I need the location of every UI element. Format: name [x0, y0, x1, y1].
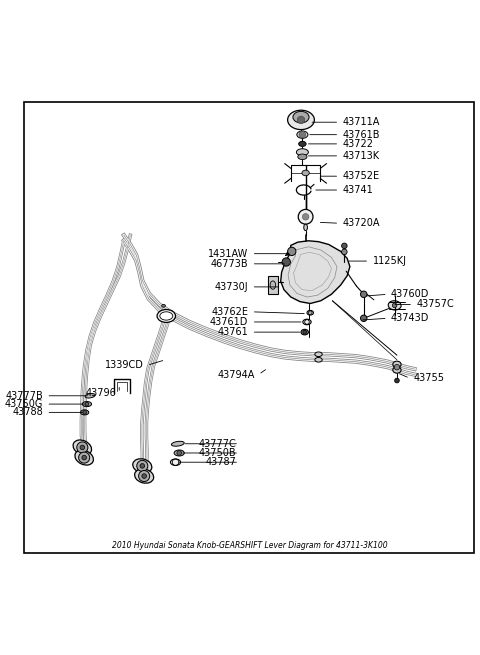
Ellipse shape: [299, 141, 306, 147]
Text: 46773B: 46773B: [211, 259, 249, 269]
Ellipse shape: [307, 310, 313, 315]
Circle shape: [137, 460, 148, 472]
Ellipse shape: [297, 131, 308, 138]
Text: 1339CD: 1339CD: [105, 360, 144, 370]
Circle shape: [394, 364, 400, 370]
Ellipse shape: [315, 352, 322, 356]
Text: 43741: 43741: [343, 185, 373, 195]
Circle shape: [142, 474, 146, 478]
Text: 43750B: 43750B: [198, 448, 236, 458]
Ellipse shape: [83, 402, 92, 407]
Ellipse shape: [302, 170, 309, 176]
Circle shape: [288, 247, 296, 255]
Text: 43752E: 43752E: [343, 171, 380, 181]
Circle shape: [360, 291, 367, 297]
Circle shape: [83, 411, 86, 414]
Ellipse shape: [393, 361, 401, 367]
Text: 43761B: 43761B: [343, 130, 380, 140]
Ellipse shape: [315, 358, 322, 362]
Circle shape: [77, 442, 88, 453]
Ellipse shape: [293, 111, 309, 123]
Circle shape: [392, 303, 397, 308]
Text: 43787: 43787: [205, 457, 236, 467]
Text: 1125KJ: 1125KJ: [372, 256, 407, 266]
Ellipse shape: [134, 469, 154, 483]
Circle shape: [85, 402, 89, 406]
Ellipse shape: [81, 410, 89, 415]
Text: 43722: 43722: [343, 139, 373, 149]
Circle shape: [298, 210, 313, 224]
Ellipse shape: [296, 149, 308, 156]
Text: 43788: 43788: [12, 407, 43, 417]
Ellipse shape: [85, 394, 95, 398]
Circle shape: [342, 243, 347, 249]
Circle shape: [79, 452, 90, 463]
FancyBboxPatch shape: [268, 276, 278, 294]
Ellipse shape: [303, 319, 311, 325]
Ellipse shape: [170, 459, 180, 466]
Text: 1431AW: 1431AW: [208, 249, 249, 259]
Ellipse shape: [393, 367, 401, 373]
Circle shape: [80, 445, 84, 450]
Text: 43796: 43796: [85, 388, 116, 398]
Text: 43762E: 43762E: [211, 307, 249, 317]
Text: 2010 Hyundai Sonata Knob-GEARSHIFT Lever Diagram for 43711-3K100: 2010 Hyundai Sonata Knob-GEARSHIFT Lever…: [111, 541, 387, 550]
Circle shape: [302, 214, 309, 220]
Text: 43743D: 43743D: [391, 313, 429, 324]
Text: 43760D: 43760D: [391, 290, 429, 299]
Ellipse shape: [301, 329, 308, 335]
Ellipse shape: [288, 110, 314, 130]
Text: 43761: 43761: [217, 327, 249, 337]
Text: 43713K: 43713K: [343, 151, 380, 161]
Ellipse shape: [388, 301, 401, 310]
Polygon shape: [281, 241, 350, 303]
Ellipse shape: [304, 224, 308, 231]
Text: 43730J: 43730J: [215, 282, 249, 292]
Circle shape: [140, 464, 144, 468]
Ellipse shape: [75, 450, 94, 465]
Ellipse shape: [73, 440, 92, 455]
Ellipse shape: [133, 458, 152, 473]
Circle shape: [282, 258, 290, 266]
Ellipse shape: [160, 312, 173, 320]
Circle shape: [303, 330, 307, 334]
Circle shape: [299, 132, 306, 138]
Circle shape: [139, 470, 150, 481]
Ellipse shape: [162, 305, 166, 307]
Text: 43755: 43755: [413, 373, 444, 383]
Ellipse shape: [174, 450, 184, 456]
Ellipse shape: [171, 441, 184, 446]
Circle shape: [360, 315, 367, 322]
Ellipse shape: [157, 310, 176, 322]
Circle shape: [177, 451, 181, 455]
Circle shape: [297, 116, 305, 124]
Text: 43720A: 43720A: [343, 218, 380, 228]
Circle shape: [82, 455, 86, 460]
Ellipse shape: [298, 154, 307, 160]
Circle shape: [342, 249, 347, 255]
Text: 43777C: 43777C: [198, 439, 236, 449]
Text: 43750G: 43750G: [5, 399, 43, 409]
Text: 43777B: 43777B: [5, 391, 43, 401]
Circle shape: [308, 311, 312, 314]
Ellipse shape: [270, 281, 276, 290]
Text: 43794A: 43794A: [218, 369, 255, 379]
Text: 43757C: 43757C: [416, 299, 454, 309]
Circle shape: [395, 378, 399, 383]
Text: 43711A: 43711A: [343, 117, 380, 127]
Text: 43761D: 43761D: [210, 317, 249, 327]
